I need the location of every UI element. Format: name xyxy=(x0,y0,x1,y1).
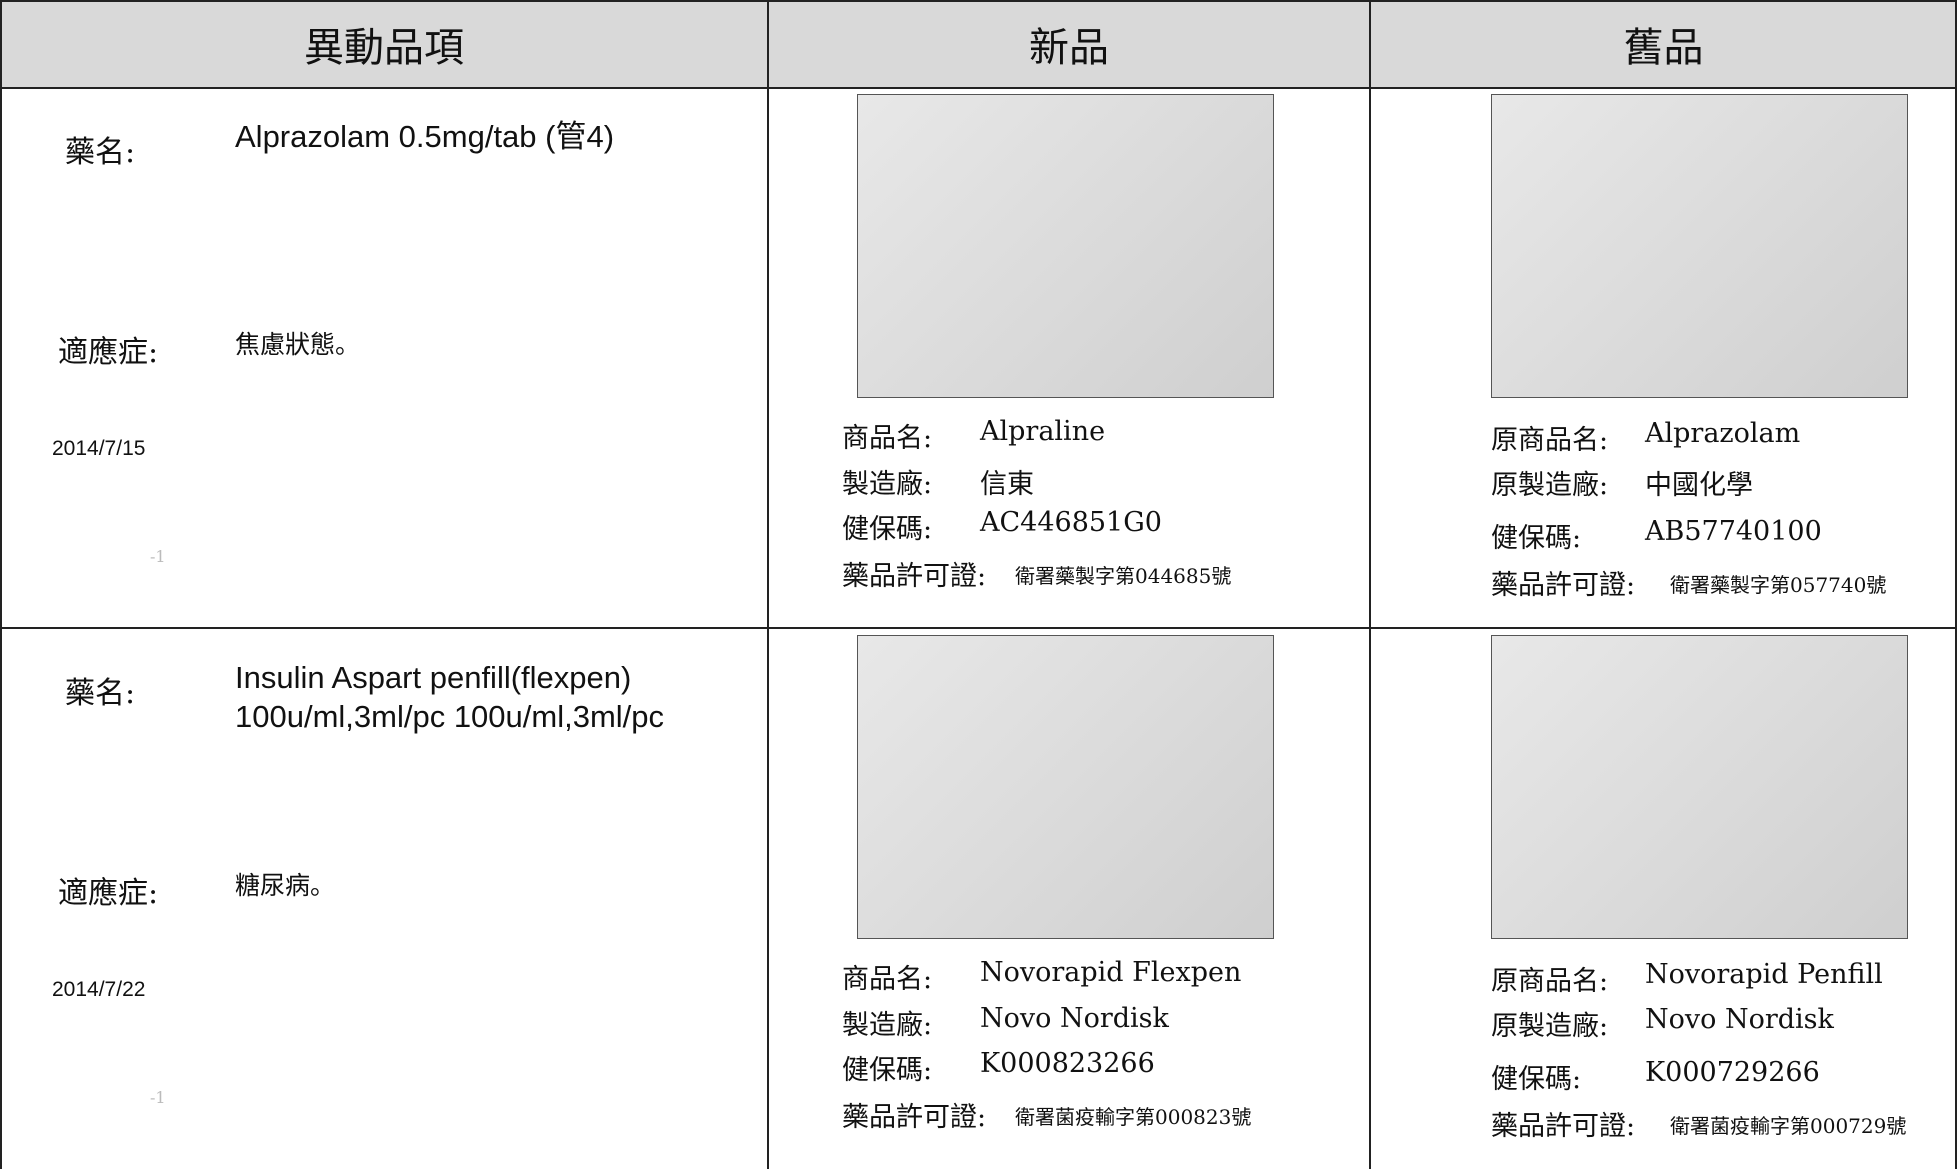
field-value: Novo Nordisk xyxy=(980,1003,1169,1034)
product-photo xyxy=(1491,635,1908,939)
field-label: 原製造廠: xyxy=(1491,470,1609,501)
field-value: AC446851G0 xyxy=(980,507,1162,538)
border xyxy=(0,0,2,1169)
indication: 焦慮狀態。 xyxy=(235,330,361,359)
field-value: Novo Nordisk xyxy=(1645,1004,1834,1035)
field-value: 衛署藥製字第057740號 xyxy=(1670,573,1887,597)
product-photo xyxy=(857,94,1274,398)
field-label: 藥品許可證: xyxy=(842,561,987,592)
field-label: 藥品許可證: xyxy=(1491,1111,1636,1142)
field-label: 商品名: xyxy=(842,423,933,454)
field-value: 衛署菌疫輸字第000729號 xyxy=(1670,1114,1907,1138)
field-value: 衛署菌疫輸字第000823號 xyxy=(1015,1105,1252,1129)
field-value: K000823266 xyxy=(980,1048,1155,1079)
field-label: 原商品名: xyxy=(1491,966,1609,997)
date: 2014/7/22 xyxy=(52,978,146,1001)
note: -1 xyxy=(150,1088,166,1107)
field-label: 健保碼: xyxy=(842,514,933,545)
drug-name: Alprazolam 0.5mg/tab (管4) xyxy=(235,119,615,154)
indication: 糖尿病。 xyxy=(235,871,336,900)
field-label: 原商品名: xyxy=(1491,425,1609,456)
field-label: 原製造廠: xyxy=(1491,1011,1609,1042)
border xyxy=(767,0,769,1169)
field-label: 健保碼: xyxy=(842,1055,933,1086)
field-value: 中國化學 xyxy=(1645,470,1753,501)
field-value: K000729266 xyxy=(1645,1057,1820,1088)
field-label: 藥品許可證: xyxy=(1491,570,1636,601)
field-value: Alprazolam xyxy=(1645,418,1801,449)
field-label: 製造廠: xyxy=(842,1010,933,1041)
field-value: Novorapid Flexpen xyxy=(980,957,1242,988)
product-photo xyxy=(857,635,1274,939)
indication-label: 適應症: xyxy=(58,876,159,911)
field-value: AB57740100 xyxy=(1645,516,1822,547)
field-value: Novorapid Penfill xyxy=(1645,959,1883,990)
border xyxy=(1955,0,1957,1169)
header-cell: 異動品項 xyxy=(0,0,768,89)
drug-label: 藥名: xyxy=(65,676,136,711)
drug-label: 藥名: xyxy=(65,135,136,170)
border xyxy=(0,0,1957,2)
date: 2014/7/15 xyxy=(52,437,146,460)
indication-label: 適應症: xyxy=(58,335,159,370)
field-label: 健保碼: xyxy=(1491,523,1582,554)
field-value: 衛署藥製字第044685號 xyxy=(1015,564,1232,588)
field-label: 健保碼: xyxy=(1491,1064,1582,1095)
field-value: Alpraline xyxy=(980,416,1106,447)
border xyxy=(0,627,1957,629)
drug-name: Insulin Aspart penfill(flexpen) 100u/ml,… xyxy=(235,660,665,734)
header-cell: 新品 xyxy=(768,0,1370,89)
note: -1 xyxy=(150,547,166,566)
border xyxy=(1369,0,1371,1169)
product-photo xyxy=(1491,94,1908,398)
field-label: 藥品許可證: xyxy=(842,1102,987,1133)
field-label: 製造廠: xyxy=(842,469,933,500)
header-cell: 舊品 xyxy=(1370,0,1957,89)
field-value: 信東 xyxy=(980,469,1034,500)
field-label: 商品名: xyxy=(842,964,933,995)
